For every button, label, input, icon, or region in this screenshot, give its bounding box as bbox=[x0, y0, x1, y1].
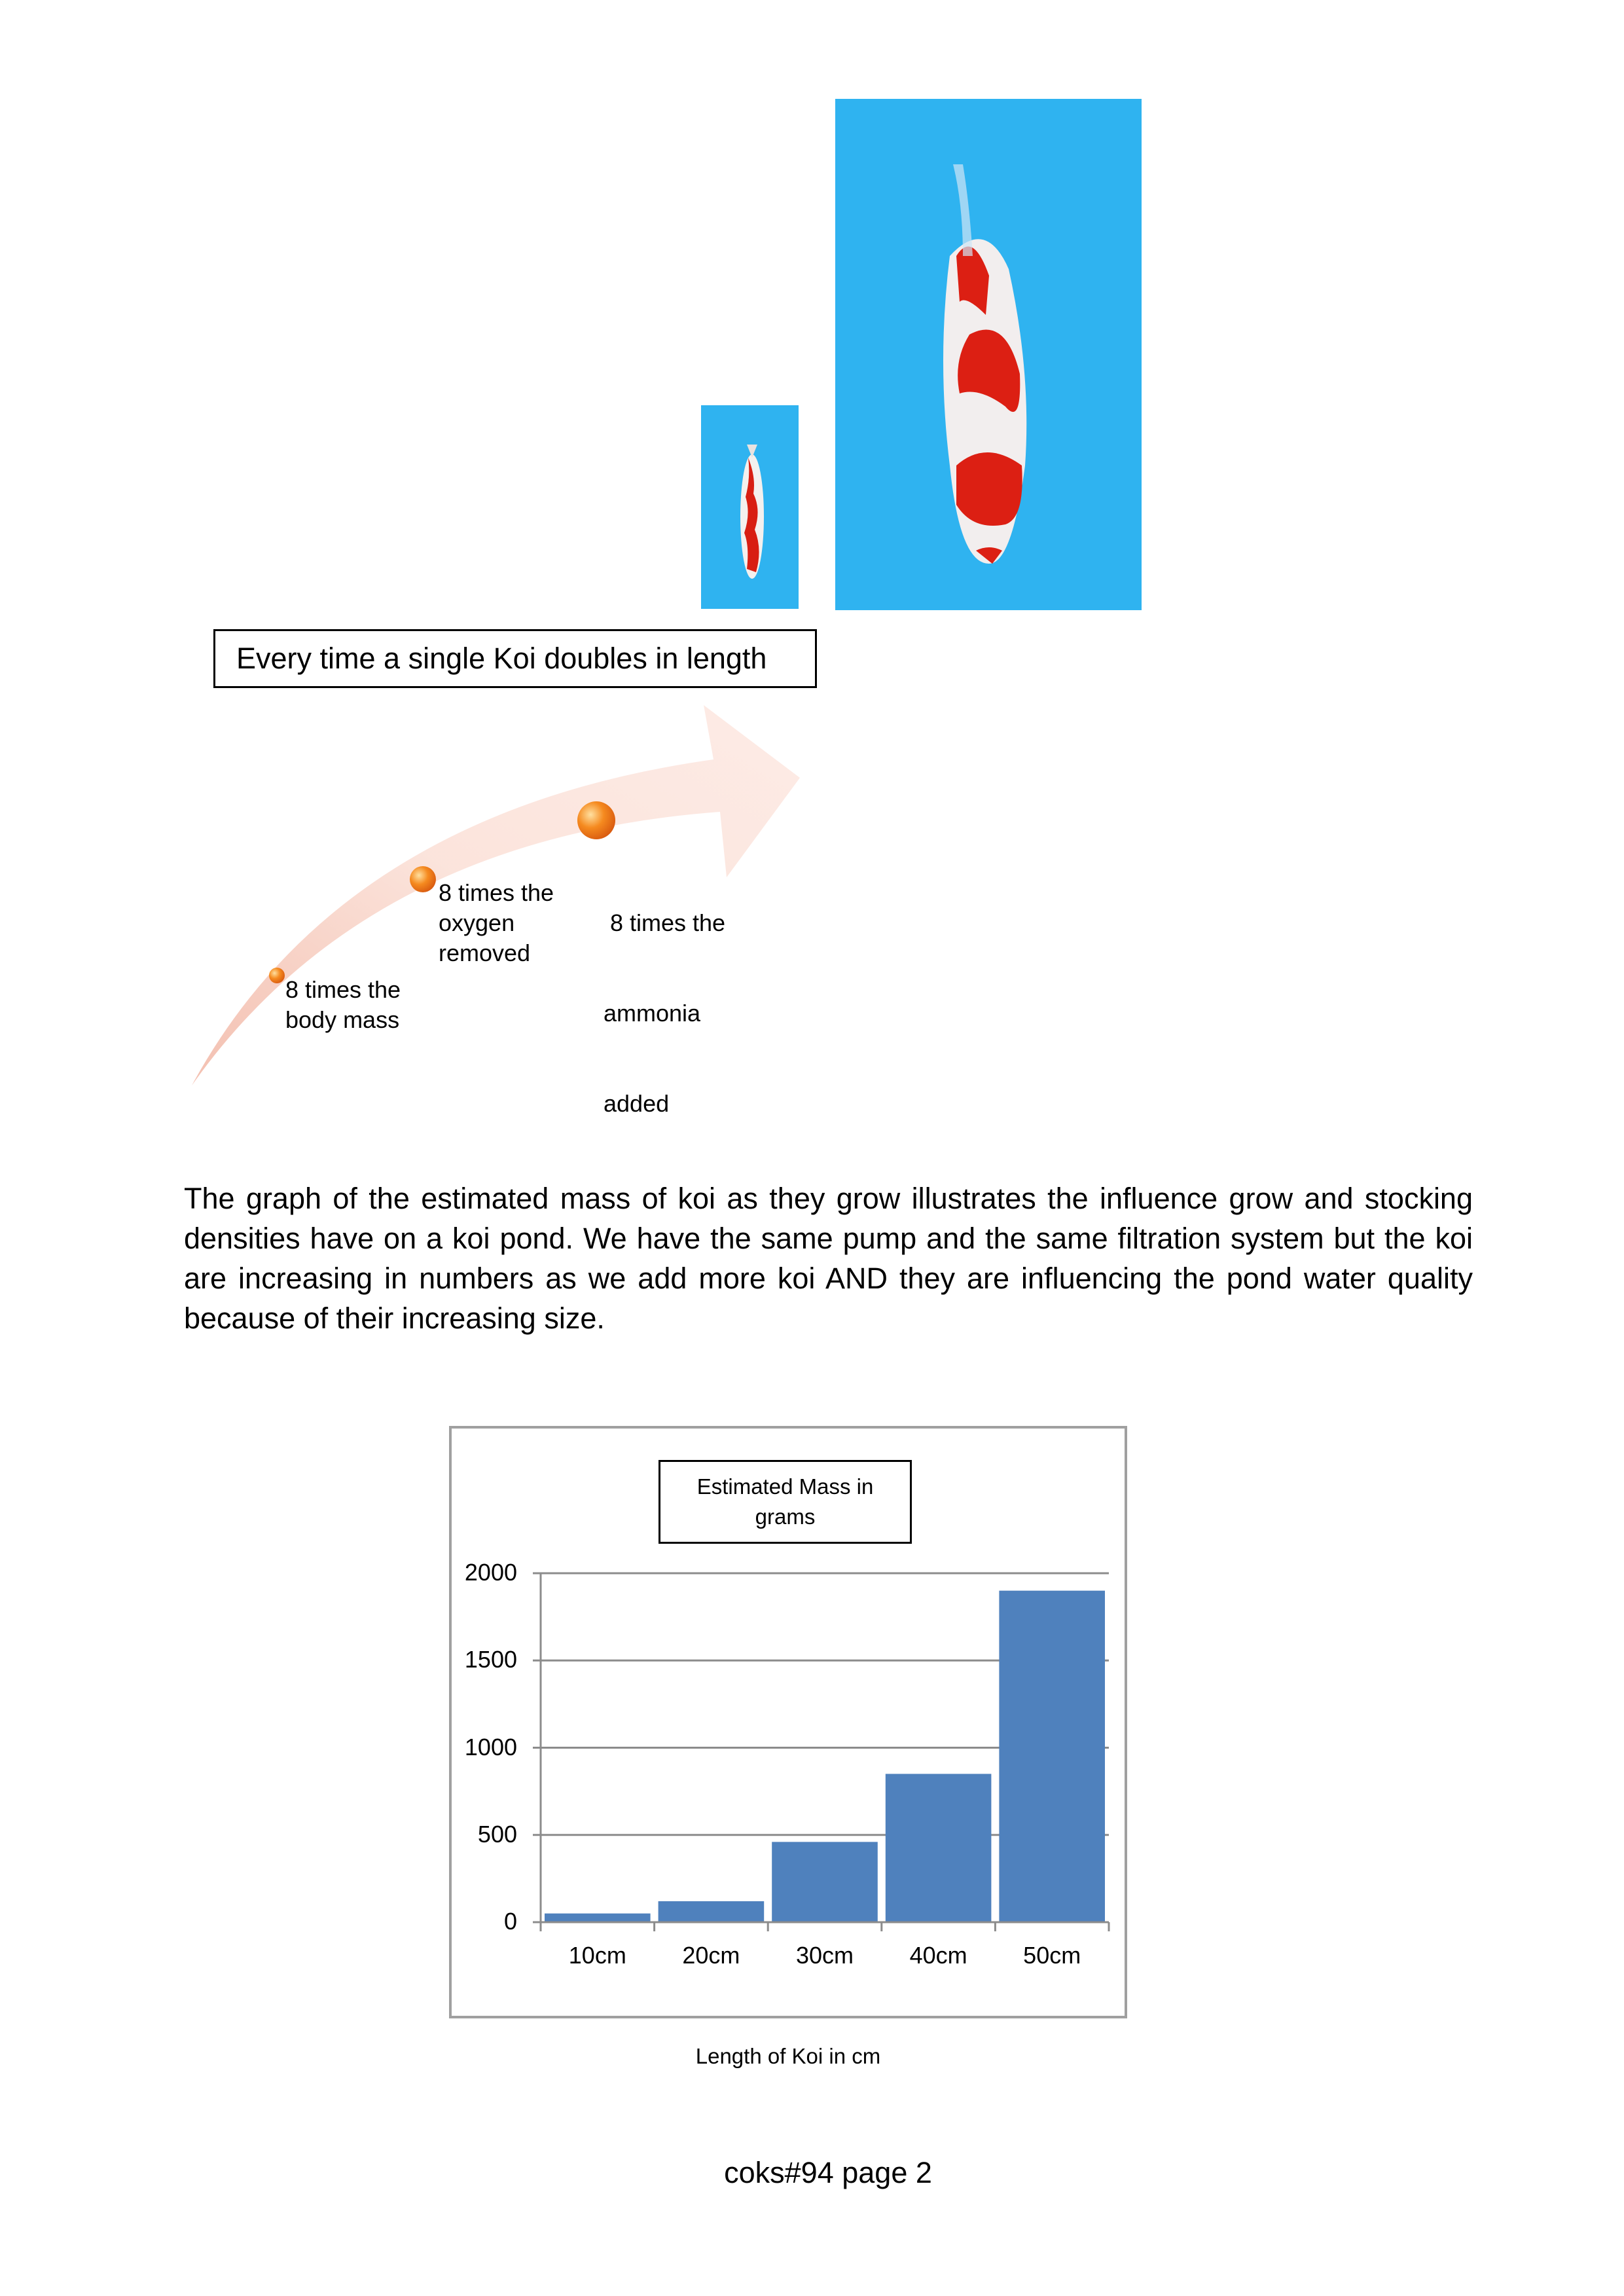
bar-20cm bbox=[658, 1901, 765, 1922]
flow-label-body-mass: 8 times the body mass bbox=[285, 975, 401, 1035]
bar-40cm bbox=[885, 1774, 992, 1922]
bar-50cm bbox=[999, 1590, 1105, 1922]
body-paragraph: The graph of the estimated mass of koi a… bbox=[184, 1182, 1473, 1335]
chart-title-line: Estimated Mass in bbox=[696, 1474, 874, 1499]
chart-title: Estimated Mass in grams bbox=[659, 1460, 912, 1544]
x-tick-label: 10cm bbox=[568, 1942, 626, 1969]
large-koi-photo bbox=[835, 99, 1142, 610]
x-tick-label: 40cm bbox=[909, 1942, 967, 1969]
x-tick-label: 20cm bbox=[682, 1942, 740, 1969]
label-line: 8 times the bbox=[285, 976, 401, 1003]
bullet-icon bbox=[577, 801, 615, 839]
small-koi-photo bbox=[701, 405, 799, 609]
y-tick-label: 0 bbox=[503, 1908, 517, 1935]
flow-label-oxygen: 8 times the oxygen removed bbox=[439, 878, 554, 968]
label-line: ammonia bbox=[604, 1000, 701, 1027]
label-line: oxygen bbox=[439, 909, 515, 936]
label-line: 8 times the bbox=[439, 879, 554, 906]
x-axis-label: Length of Koi in cm bbox=[695, 2044, 881, 2068]
y-tick-label: 500 bbox=[477, 1820, 517, 1848]
bullet-icon bbox=[269, 968, 285, 983]
chart-frame bbox=[449, 1426, 1127, 2018]
bullet-icon bbox=[410, 866, 436, 892]
label-line: removed bbox=[439, 939, 531, 966]
caption-box: Every time a single Koi doubles in lengt… bbox=[213, 629, 817, 688]
label-line: body mass bbox=[285, 1006, 400, 1033]
label-line: added bbox=[604, 1090, 670, 1117]
bar-10cm bbox=[545, 1913, 651, 1922]
flow-label-ammonia: 8 times the ammonia added bbox=[604, 848, 725, 1149]
page-footer: coks#94 page 2 bbox=[724, 2156, 932, 2189]
y-tick-label: 2000 bbox=[464, 1559, 517, 1586]
label-line: 8 times the bbox=[604, 909, 726, 936]
arrow-shape bbox=[192, 705, 800, 1085]
growth-arrow-graphic bbox=[192, 705, 800, 1085]
chart-title-line: grams bbox=[755, 1504, 816, 1529]
y-tick-label: 1000 bbox=[464, 1733, 517, 1760]
x-tick-label: 30cm bbox=[795, 1942, 854, 1969]
bar-30cm bbox=[772, 1842, 878, 1922]
y-tick-label: 1500 bbox=[464, 1646, 517, 1673]
bar-chart-plot bbox=[533, 1572, 1110, 1931]
x-tick-label: 50cm bbox=[1023, 1942, 1081, 1969]
